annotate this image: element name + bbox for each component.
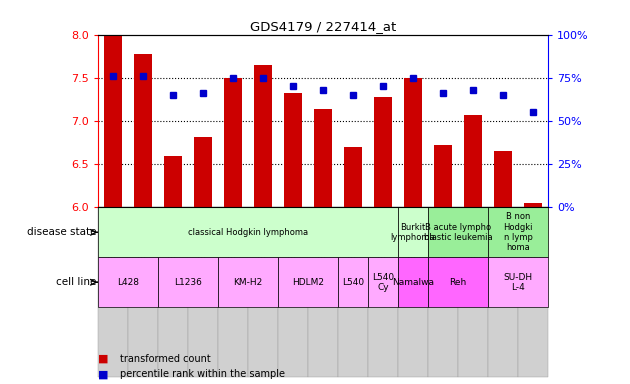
FancyBboxPatch shape	[518, 207, 548, 377]
FancyBboxPatch shape	[278, 207, 308, 377]
Bar	[98, 257, 158, 307]
Text: L428: L428	[117, 278, 139, 287]
FancyBboxPatch shape	[158, 207, 188, 377]
Text: ■: ■	[98, 369, 108, 379]
Bar	[428, 207, 488, 257]
Bar	[428, 257, 488, 307]
FancyBboxPatch shape	[188, 207, 218, 377]
Text: B non
Hodgki
n lymp
homa: B non Hodgki n lymp homa	[503, 212, 533, 252]
Bar	[218, 257, 278, 307]
Bar	[494, 151, 512, 207]
Text: disease state: disease state	[26, 227, 96, 237]
FancyBboxPatch shape	[98, 207, 128, 377]
Text: classical Hodgkin lymphoma: classical Hodgkin lymphoma	[188, 228, 308, 237]
FancyBboxPatch shape	[368, 207, 398, 377]
Bar	[488, 257, 548, 307]
Text: L540: L540	[342, 278, 364, 287]
Bar	[164, 156, 181, 207]
Text: Burkit
lymphoma: Burkit lymphoma	[391, 223, 435, 242]
Bar	[398, 207, 428, 257]
Bar	[398, 257, 428, 307]
Text: B acute lympho
blastic leukemia: B acute lympho blastic leukemia	[424, 223, 492, 242]
Bar	[284, 93, 302, 207]
Text: L1236: L1236	[174, 278, 202, 287]
Text: Reh: Reh	[449, 278, 467, 287]
FancyBboxPatch shape	[488, 207, 518, 377]
Bar	[134, 54, 152, 207]
Bar	[338, 257, 368, 307]
Bar	[488, 207, 548, 257]
Bar	[224, 78, 242, 207]
Text: L540
Cy: L540 Cy	[372, 273, 394, 292]
Bar	[278, 257, 338, 307]
Bar	[194, 137, 212, 207]
Bar	[104, 35, 122, 207]
FancyBboxPatch shape	[218, 207, 248, 377]
Text: percentile rank within the sample: percentile rank within the sample	[120, 369, 285, 379]
FancyBboxPatch shape	[308, 207, 338, 377]
Bar	[368, 257, 398, 307]
Text: cell line: cell line	[56, 277, 96, 287]
FancyBboxPatch shape	[428, 207, 458, 377]
Text: KM-H2: KM-H2	[233, 278, 263, 287]
Bar	[314, 109, 332, 207]
Text: Namalwa: Namalwa	[392, 278, 434, 287]
Bar	[98, 207, 398, 257]
FancyBboxPatch shape	[248, 207, 278, 377]
Title: GDS4179 / 227414_at: GDS4179 / 227414_at	[249, 20, 396, 33]
FancyBboxPatch shape	[398, 207, 428, 377]
FancyBboxPatch shape	[338, 207, 368, 377]
Bar	[254, 65, 272, 207]
Bar	[374, 97, 392, 207]
Bar	[524, 203, 542, 207]
Bar	[158, 257, 218, 307]
Text: HDLM2: HDLM2	[292, 278, 324, 287]
FancyBboxPatch shape	[128, 207, 158, 377]
Bar	[344, 147, 362, 207]
Text: transformed count: transformed count	[120, 354, 210, 364]
Bar	[434, 145, 452, 207]
FancyBboxPatch shape	[458, 207, 488, 377]
Bar	[464, 115, 482, 207]
Text: ■: ■	[98, 354, 108, 364]
Bar	[404, 78, 422, 207]
Text: SU-DH
L-4: SU-DH L-4	[503, 273, 532, 292]
